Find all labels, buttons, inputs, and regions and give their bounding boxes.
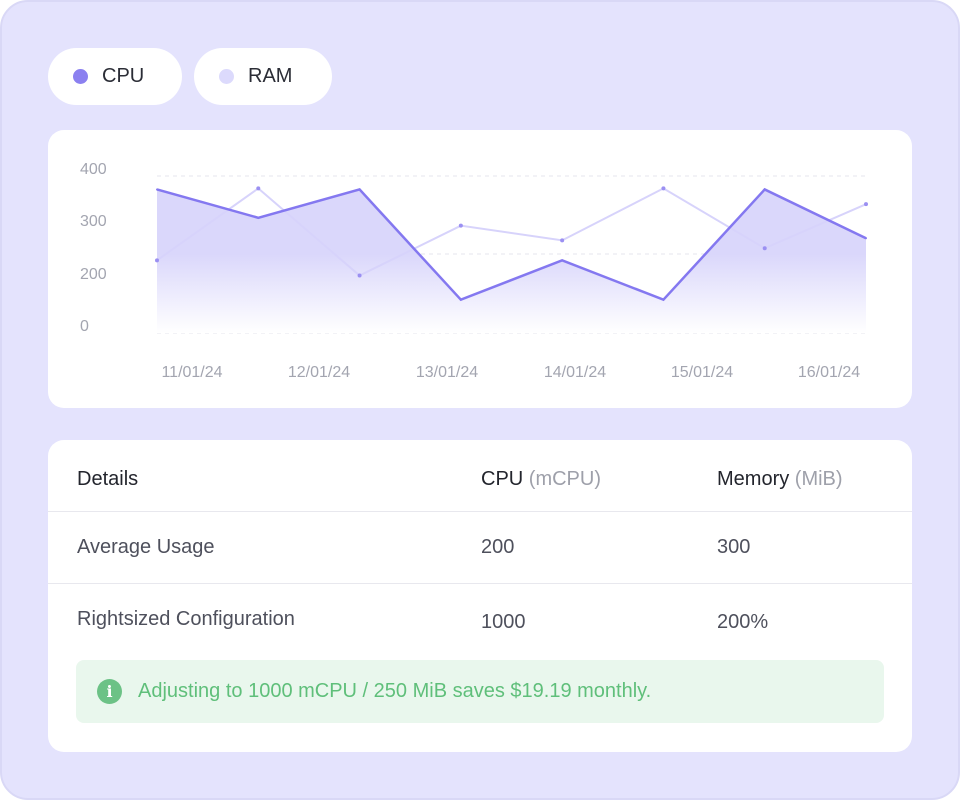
row-label: Average Usage (77, 536, 215, 558)
header-details: Details (77, 468, 139, 490)
ram-point (357, 273, 362, 278)
row-label: Rightsized Configuration (77, 608, 295, 630)
ram-point (560, 238, 565, 243)
info-icon: i (97, 679, 122, 704)
x-tick: 12/01/24 (287, 364, 351, 381)
ram-point (661, 186, 666, 191)
cpu-point (561, 259, 564, 262)
cpu-point (662, 298, 665, 301)
ram-point (458, 223, 463, 228)
header-cpu-unit: (mCPU) (528, 468, 602, 490)
x-tick: 13/01/24 (415, 364, 479, 381)
row-memory: 200% (717, 611, 769, 633)
row-cpu: 1000 (481, 611, 526, 633)
ram-dot-icon (219, 69, 234, 84)
header-cpu-label: CPU (481, 468, 524, 490)
cpu-point (257, 216, 260, 219)
details-table: Details CPU (mCPU) Memory (MiB) Average … (48, 440, 912, 752)
ram-point (864, 202, 868, 207)
cpu-point (763, 188, 766, 191)
cpu-area (157, 189, 866, 333)
savings-banner: i Adjusting to 1000 mCPU / 250 MiB saves… (76, 660, 884, 723)
cpu-line (156, 187, 867, 302)
y-tick: 200 (80, 266, 107, 283)
cpu-point (459, 298, 462, 301)
x-tick: 11/01/24 (161, 364, 223, 381)
row-memory: 300 (717, 536, 751, 558)
cpu-point (865, 237, 867, 240)
legend-label: RAM (248, 65, 293, 87)
divider (48, 583, 912, 584)
x-tick: 16/01/24 (797, 364, 861, 381)
ram-point (256, 186, 261, 191)
header-memory-unit: (MiB) (794, 468, 843, 490)
x-tick: 15/01/24 (670, 364, 734, 381)
legend-label: CPU (102, 65, 145, 87)
row-cpu: 200 (481, 536, 515, 558)
header-memory-label: Memory (717, 468, 790, 490)
line-chart (155, 175, 868, 334)
header-cpu: CPU (mCPU) (481, 468, 601, 491)
legend-toggle-cpu[interactable]: CPU (48, 48, 182, 105)
cpu-dot-icon (73, 69, 88, 84)
y-tick: 0 (80, 318, 89, 335)
savings-text: Adjusting to 1000 mCPU / 250 MiB saves $… (138, 680, 652, 702)
y-tick: 400 (80, 161, 107, 178)
divider (48, 511, 912, 512)
ram-point (155, 258, 159, 263)
legend-toggle-ram[interactable]: RAM (194, 48, 332, 105)
header-memory: Memory (MiB) (717, 468, 843, 491)
cpu-point (358, 188, 361, 191)
y-tick: 300 (80, 213, 107, 230)
ram-line (156, 187, 867, 277)
ram-point (762, 246, 767, 251)
x-tick: 14/01/24 (543, 364, 607, 381)
cpu-point (156, 188, 158, 191)
